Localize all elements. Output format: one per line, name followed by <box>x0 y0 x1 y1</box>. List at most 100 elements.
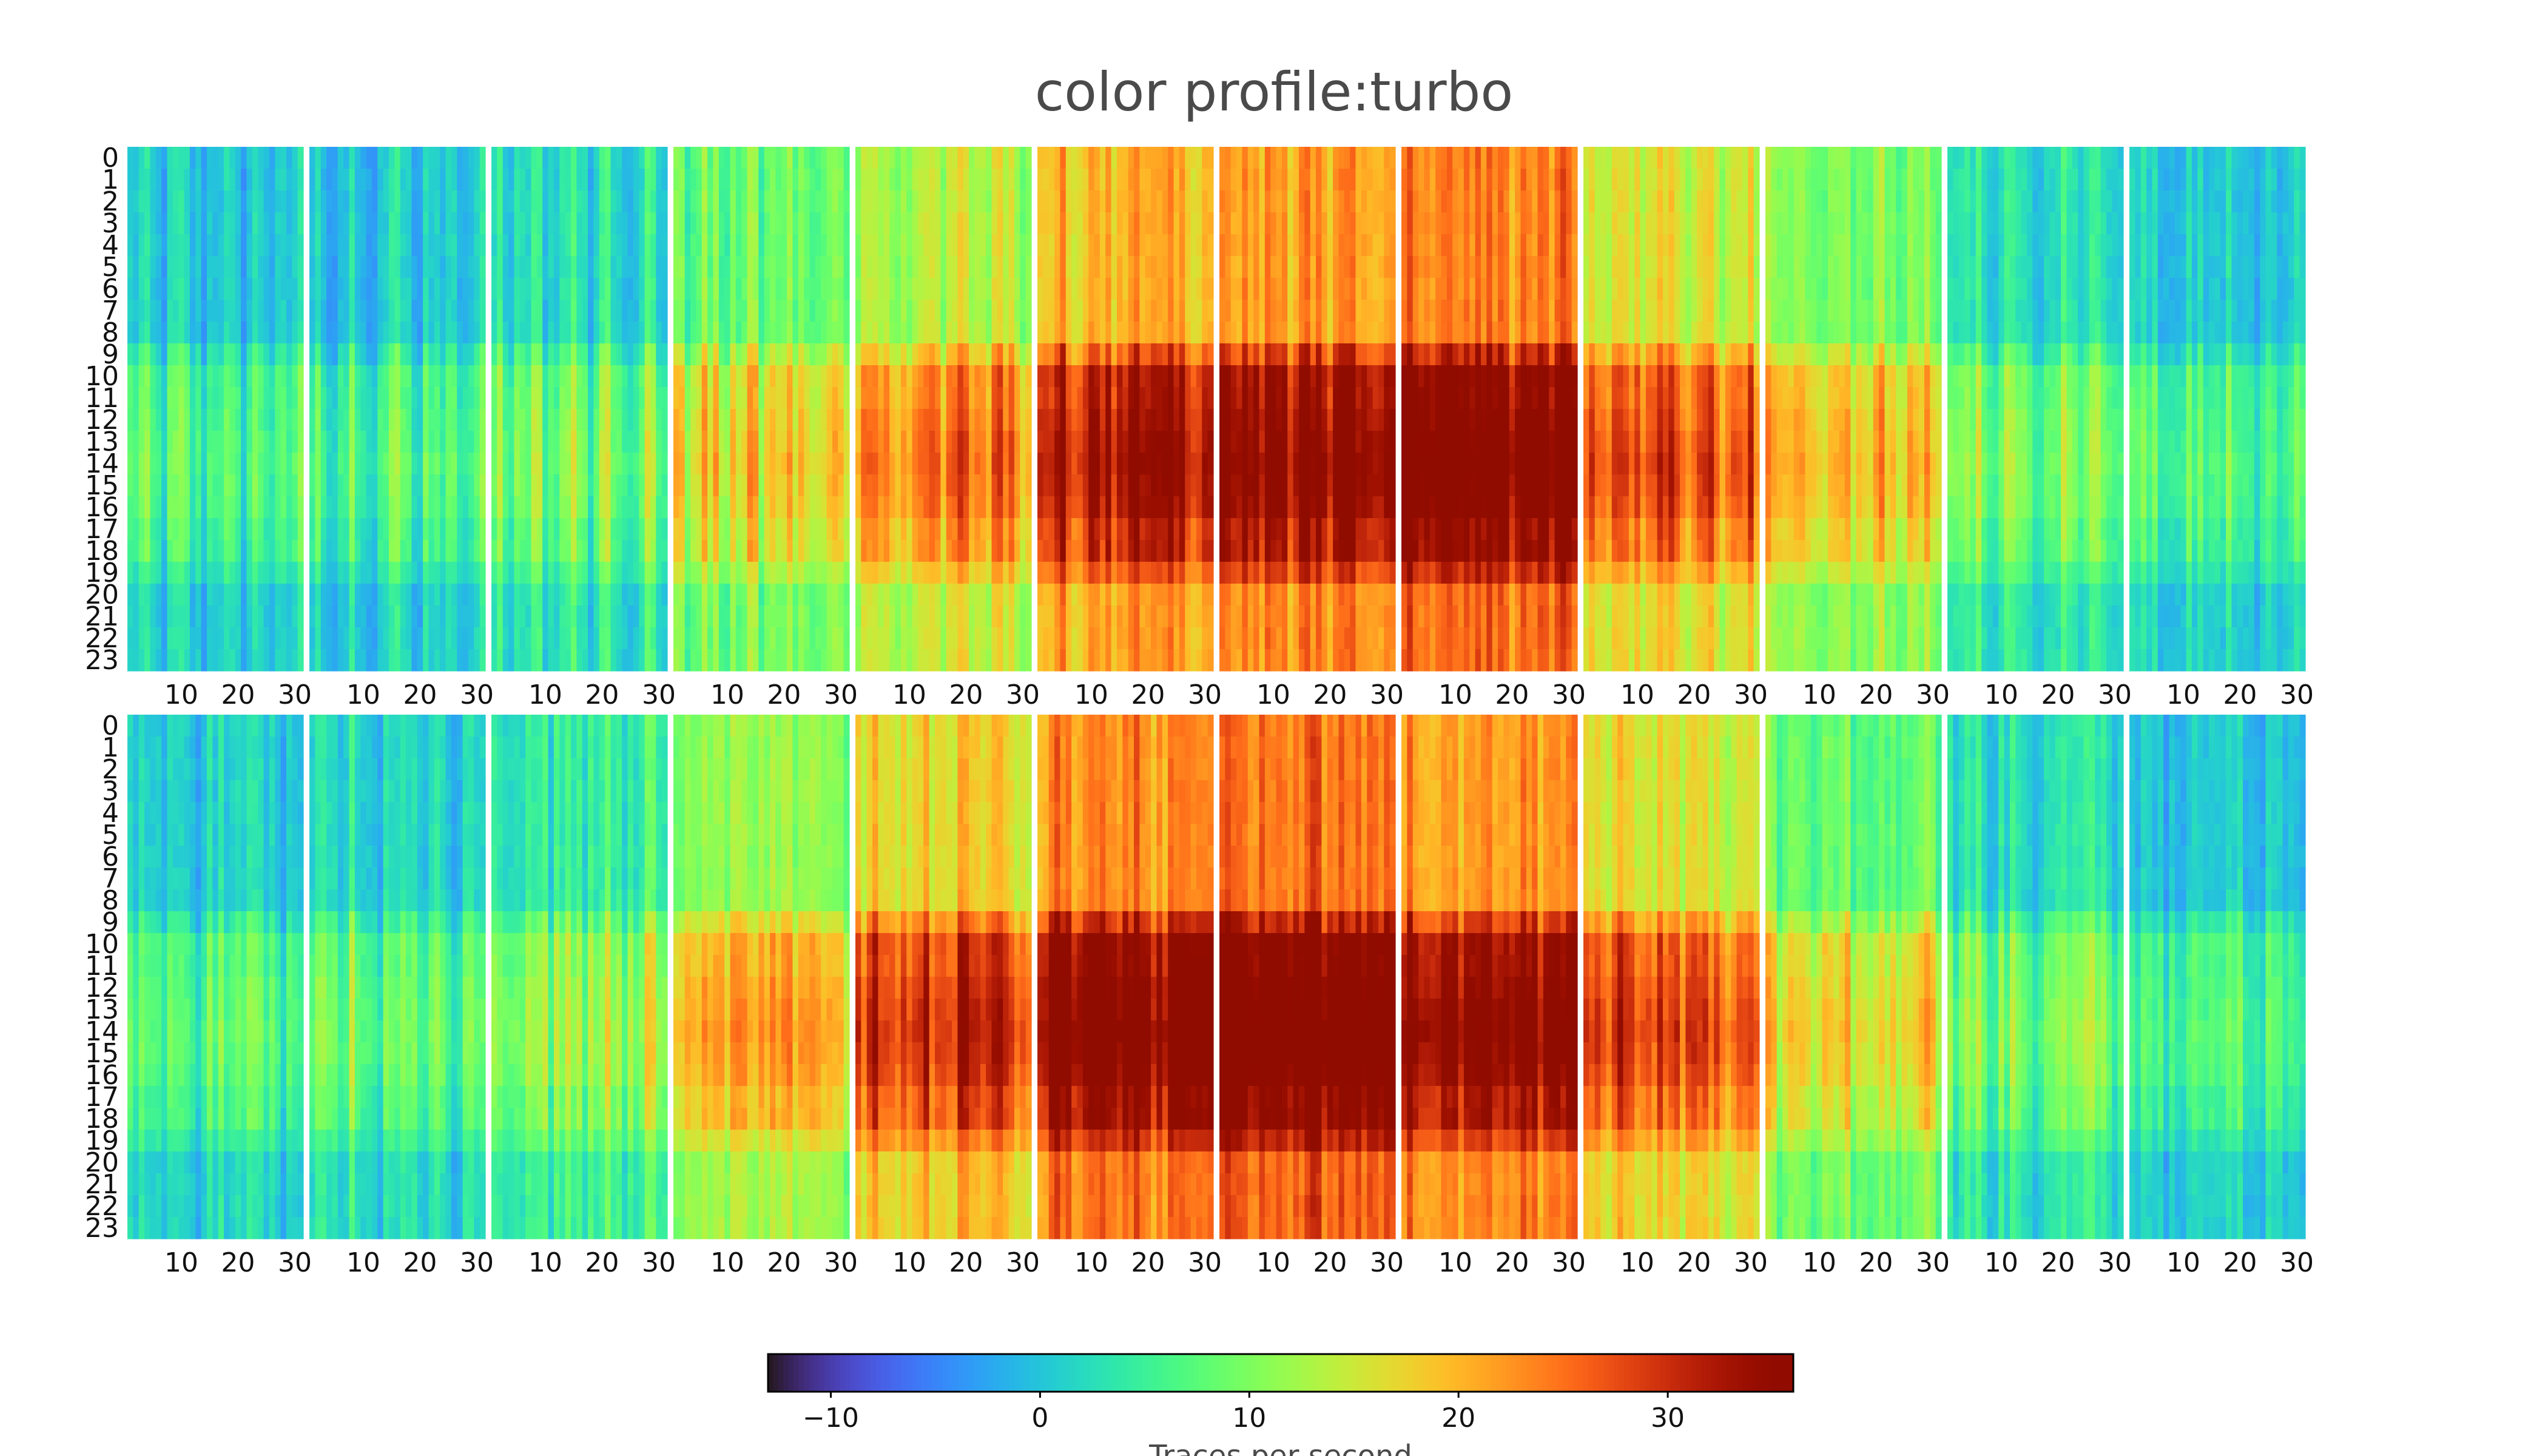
heatmap-cell <box>502 518 509 541</box>
heatmap-cell <box>280 256 287 278</box>
heatmap-cell <box>1298 147 1305 169</box>
heatmap-cell <box>1082 540 1089 562</box>
heatmap-cell <box>1077 147 1084 169</box>
heatmap-cell <box>320 649 327 672</box>
heatmap-cell <box>1207 518 1214 541</box>
heatmap-cell <box>787 518 794 541</box>
heatmap-cell <box>781 540 787 562</box>
heatmap-cell <box>559 496 566 519</box>
heatmap-cell <box>633 300 639 322</box>
heatmap-cell <box>451 562 457 584</box>
heatmap-cell <box>1225 409 1232 431</box>
heatmap-cell <box>235 234 241 257</box>
heatmap-cell <box>1145 605 1151 628</box>
heatmap-cell <box>815 300 821 322</box>
heatmap-cell <box>360 212 367 235</box>
heatmap-cell <box>969 540 976 562</box>
heatmap-cell <box>275 474 281 497</box>
heatmap-cell <box>1094 212 1100 235</box>
heatmap-cell <box>519 256 526 278</box>
heatmap-cell <box>377 256 384 278</box>
heatmap-cell <box>1281 365 1288 388</box>
heatmap-cell <box>315 431 322 453</box>
heatmap-cell <box>297 409 304 431</box>
heatmap-cell <box>724 300 731 322</box>
heatmap-cell <box>576 300 583 322</box>
heatmap-cell <box>696 256 703 278</box>
heatmap-cell <box>1168 190 1175 213</box>
heatmap-cell <box>991 605 998 628</box>
heatmap-cell <box>1179 190 1185 213</box>
heatmap-cell <box>1276 212 1282 235</box>
heatmap-cell <box>1082 234 1089 257</box>
heatmap-cell <box>1128 649 1134 672</box>
heatmap-cell <box>684 627 691 650</box>
heatmap-cell <box>872 605 879 628</box>
heatmap-cell <box>661 474 668 497</box>
heatmap-cell <box>479 453 486 475</box>
heatmap-cell <box>235 496 241 519</box>
heatmap-cell <box>900 540 907 562</box>
heatmap-cell <box>838 496 844 519</box>
heatmap-cell <box>377 627 384 650</box>
heatmap-cell <box>1116 649 1123 672</box>
heatmap-cell <box>542 584 549 606</box>
heatmap-cell <box>161 431 168 453</box>
heatmap-cell <box>570 300 577 322</box>
heatmap-cell <box>377 431 384 453</box>
heatmap-cell <box>1202 605 1208 628</box>
heatmap-cell <box>917 278 924 300</box>
heatmap-cell <box>656 431 662 453</box>
heatmap-cell <box>388 409 395 431</box>
heatmap-cell <box>724 169 731 191</box>
heatmap-cell <box>1276 256 1282 278</box>
heatmap-cell <box>1298 278 1305 300</box>
heatmap-cell <box>1310 387 1316 410</box>
heatmap-cell <box>878 322 885 344</box>
heatmap-cell <box>1134 627 1140 650</box>
heatmap-cell <box>934 453 941 475</box>
heatmap-cell <box>315 496 322 519</box>
heatmap-cell <box>940 540 947 562</box>
heatmap-cell <box>1185 365 1191 388</box>
heatmap-cell <box>360 365 367 388</box>
heatmap-cell <box>639 300 645 322</box>
heatmap-cell <box>599 190 605 213</box>
heatmap-cell <box>297 300 304 322</box>
heatmap-cell <box>337 234 344 257</box>
heatmap-cell <box>434 496 440 519</box>
heatmap-cell <box>775 540 782 562</box>
heatmap-cell <box>912 278 918 300</box>
heatmap-cell <box>559 169 566 191</box>
heatmap-cell <box>758 474 765 497</box>
heatmap-cell <box>383 409 389 431</box>
heatmap-cell <box>258 147 265 169</box>
heatmap-cell <box>1088 300 1095 322</box>
heatmap-cell <box>639 496 645 519</box>
heatmap-cell <box>770 409 776 431</box>
heatmap-cell <box>588 496 594 519</box>
heatmap-cell <box>616 256 622 278</box>
heatmap-cell <box>366 212 372 235</box>
heatmap-cell <box>713 212 720 235</box>
heatmap-cell <box>656 278 662 300</box>
heatmap-cell <box>644 365 651 388</box>
heatmap-cell <box>138 387 145 410</box>
heatmap-cell <box>411 190 418 213</box>
heatmap-cell <box>241 453 248 475</box>
heatmap-cell <box>1099 256 1106 278</box>
heatmap-cell <box>360 605 367 628</box>
heatmap-cell <box>269 190 275 213</box>
heatmap-cell <box>1242 322 1249 344</box>
heatmap-cell <box>1304 169 1311 191</box>
heatmap-cell <box>661 518 668 541</box>
heatmap-cell <box>525 387 532 410</box>
heatmap-cell <box>878 234 885 257</box>
heatmap-cell <box>417 190 423 213</box>
heatmap-cell <box>957 584 964 606</box>
heatmap-cell <box>531 300 538 322</box>
heatmap-cell <box>713 474 720 497</box>
heatmap-cell <box>1094 474 1100 497</box>
heatmap-cell <box>349 540 356 562</box>
